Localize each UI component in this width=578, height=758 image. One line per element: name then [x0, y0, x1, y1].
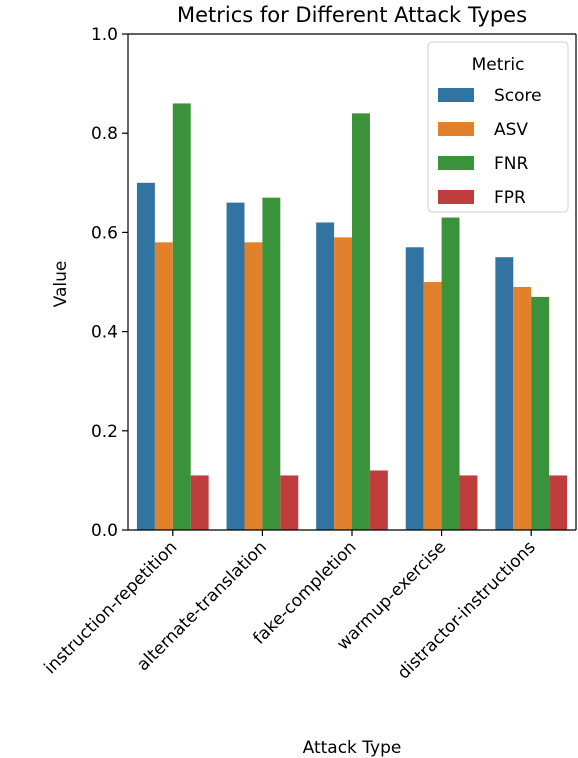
y-axis: 0.0 0.2 0.4 0.6 0.8 1.0 — [91, 25, 129, 541]
bar-fnr-2 — [262, 197, 281, 530]
chart-title: Metrics for Different Attack Types — [177, 3, 527, 27]
x-axis: instruction-repetitionalternate-translat… — [41, 529, 576, 683]
legend-title: Metric — [472, 55, 525, 75]
bar-asv-4 — [423, 282, 442, 530]
bar-fnr-1 — [172, 103, 191, 530]
y-tick-label: 0.6 — [91, 223, 118, 243]
bar-fpr-5 — [549, 475, 568, 530]
legend-label-fpr: FPR — [494, 188, 526, 208]
bar-asv-5 — [513, 286, 532, 530]
bar-asv-1 — [154, 242, 173, 530]
bar-score-3 — [316, 222, 335, 531]
y-axis-label: Value — [51, 261, 71, 308]
legend-label-fnr: FNR — [494, 154, 528, 174]
bar-fnr-3 — [352, 113, 370, 531]
x-axis-label: Attack Type — [303, 738, 402, 758]
bar-score-5 — [495, 257, 514, 530]
bar-score-2 — [226, 202, 245, 530]
plot-area — [128, 33, 577, 531]
legend: Metric Score ASV FNR FPR — [427, 41, 569, 213]
legend-swatch-score — [438, 88, 474, 102]
y-tick-label: 0.4 — [91, 323, 118, 343]
y-tick-label: 1.0 — [91, 25, 118, 45]
bar-asv-3 — [334, 237, 352, 531]
y-tick-label: 0.2 — [91, 422, 118, 442]
bar-score-4 — [405, 247, 424, 530]
bar-fpr-2 — [280, 475, 299, 530]
bar-fpr-4 — [459, 475, 478, 530]
legend-label-score: Score — [494, 86, 542, 106]
bar-score-1 — [136, 182, 155, 531]
bar-fpr-1 — [190, 475, 209, 530]
bar-asv-2 — [244, 242, 263, 530]
legend-swatch-asv — [438, 122, 474, 136]
bar-fnr-5 — [531, 296, 550, 530]
bar-fpr-3 — [369, 470, 388, 530]
bar-fnr-4 — [441, 217, 460, 530]
legend-swatch-fnr — [438, 156, 474, 170]
legend-swatch-fpr — [438, 190, 474, 204]
legend-label-asv: ASV — [494, 120, 528, 140]
y-tick-label: 0.8 — [91, 124, 118, 144]
y-tick-label: 0.0 — [91, 521, 118, 541]
